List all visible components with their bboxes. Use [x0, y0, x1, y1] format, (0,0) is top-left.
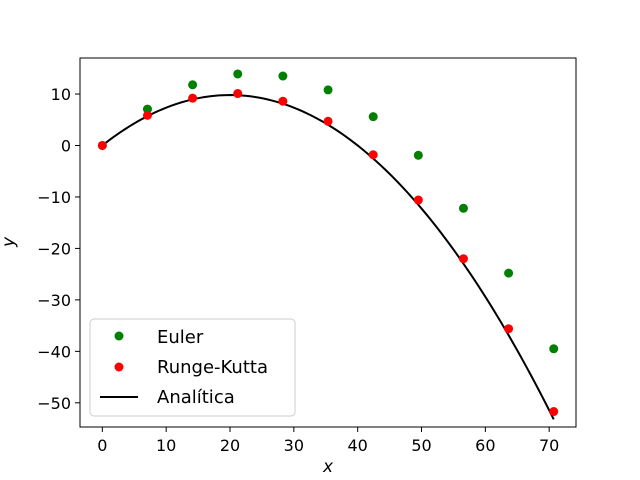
- data-point-runge-kutta: [504, 324, 514, 334]
- x-tick-label: 50: [411, 436, 431, 455]
- legend-marker-euler: [114, 331, 124, 341]
- data-point-runge-kutta: [323, 116, 333, 126]
- x-axis-ticks: 0 10 20 30 40 50 60 70: [97, 427, 559, 455]
- data-point-runge-kutta: [97, 140, 107, 150]
- plot-frame: [79, 57, 577, 428]
- data-point-euler: [142, 104, 152, 114]
- x-tick-label: 0: [97, 436, 107, 455]
- data-point-runge-kutta: [188, 93, 198, 103]
- data-point-runge-kutta: [278, 96, 288, 106]
- legend-label-euler: Euler: [157, 327, 204, 348]
- data-point-runge-kutta: [549, 407, 559, 417]
- y-tick-label: −50: [37, 394, 71, 413]
- data-point-euler: [323, 85, 333, 95]
- data-point-euler: [188, 80, 198, 90]
- data-point-runge-kutta: [233, 89, 243, 99]
- y-tick-label: 10: [51, 85, 71, 104]
- y-axis-ticks: −50 −40 −30 −20 −10 0 10: [37, 85, 80, 413]
- legend-box: [89, 318, 296, 417]
- data-point-euler: [458, 203, 468, 213]
- x-tick-label: 10: [156, 436, 176, 455]
- x-tick-label: 20: [220, 436, 240, 455]
- data-point-runge-kutta: [368, 150, 378, 160]
- point-layer: [97, 69, 559, 417]
- data-point-euler: [278, 71, 288, 81]
- legend-marker-runge-kutta: [114, 362, 124, 372]
- data-point-euler: [368, 112, 378, 122]
- x-tick-label: 40: [348, 436, 368, 455]
- legend: Euler Runge-Kutta Analítica: [89, 318, 296, 417]
- data-point-euler: [504, 268, 514, 278]
- y-tick-label: −30: [37, 291, 71, 310]
- x-tick-label: 30: [284, 436, 304, 455]
- data-point-euler: [233, 69, 243, 79]
- y-tick-label: −20: [37, 239, 71, 258]
- data-point-euler: [413, 150, 423, 160]
- legend-label-runge-kutta: Runge-Kutta: [157, 357, 268, 378]
- y-tick-label: 0: [61, 136, 71, 155]
- x-tick-label: 60: [475, 436, 495, 455]
- x-axis-label: x: [322, 457, 334, 477]
- data-point-runge-kutta: [142, 110, 152, 120]
- data-point-runge-kutta: [413, 195, 423, 205]
- y-axis-label: y: [0, 236, 19, 248]
- data-point-euler: [549, 344, 559, 354]
- legend-label-analitica: Analítica: [157, 387, 235, 408]
- y-tick-label: −10: [37, 188, 71, 207]
- y-tick-label: −40: [37, 342, 71, 361]
- data-point-runge-kutta: [458, 254, 468, 264]
- x-tick-label: 70: [539, 436, 559, 455]
